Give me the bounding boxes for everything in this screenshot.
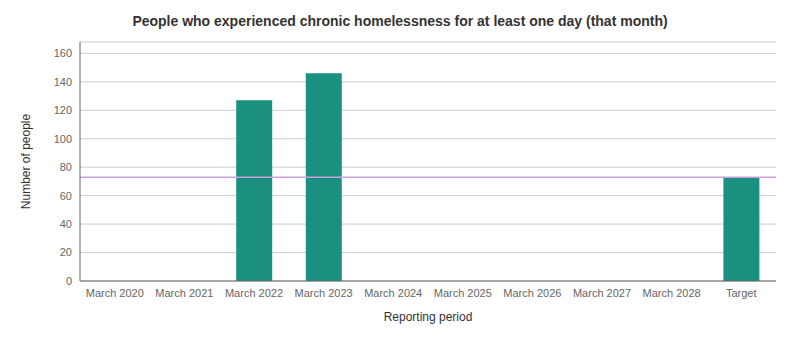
svg-text:March 2028: March 2028 (643, 287, 701, 299)
svg-text:Reporting period: Reporting period (384, 310, 473, 324)
html-text:People who experienced chronic: People who experienced chronic homelessn… (132, 13, 668, 29)
svg-text:60: 60 (60, 190, 72, 202)
svg-text:March 2023: March 2023 (295, 287, 353, 299)
svg-text:80: 80 (60, 161, 72, 173)
svg-text:20: 20 (60, 246, 72, 258)
svg-text:Target: Target (726, 287, 757, 299)
svg-text:140: 140 (54, 76, 72, 88)
svg-text:March 2022: March 2022 (225, 287, 283, 299)
svg-text:March 2026: March 2026 (503, 287, 561, 299)
svg-text:March 2025: March 2025 (434, 287, 492, 299)
svg-text:0: 0 (66, 275, 72, 287)
svg-text:40: 40 (60, 218, 72, 230)
svg-text:March 2027: March 2027 (573, 287, 631, 299)
svg-text:120: 120 (54, 104, 72, 116)
svg-text:March 2021: March 2021 (155, 287, 213, 299)
svg-text:100: 100 (54, 133, 72, 145)
svg-text:March 2020: March 2020 (86, 287, 144, 299)
svg-text:Number of people: Number of people (19, 113, 33, 209)
svg-text:160: 160 (54, 47, 72, 59)
svg-text:March 2024: March 2024 (364, 287, 422, 299)
